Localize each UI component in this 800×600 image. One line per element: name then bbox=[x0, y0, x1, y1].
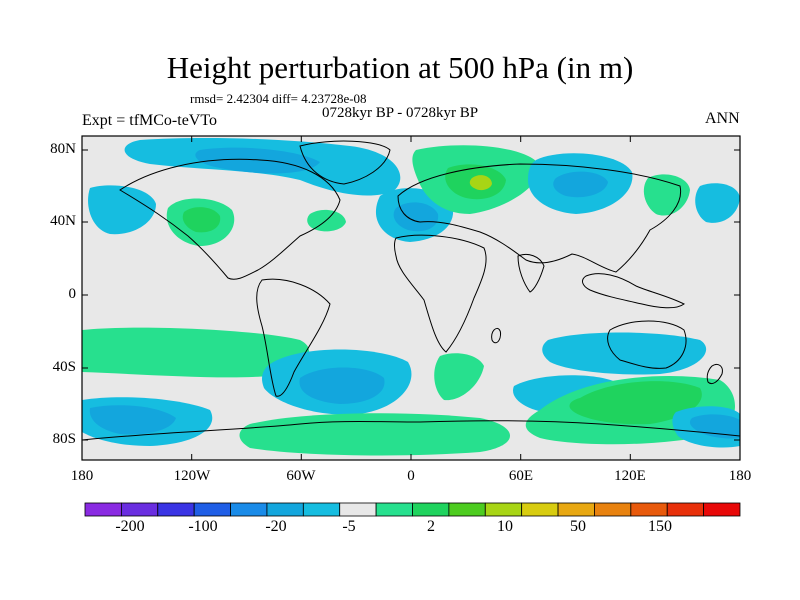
coastlines bbox=[82, 140, 740, 441]
y-label-40s: 40S bbox=[52, 359, 76, 375]
coastline-southeast-asia bbox=[582, 273, 685, 309]
colorbar-box-3 bbox=[157, 502, 195, 517]
x-label-60e: 60E bbox=[508, 468, 534, 484]
colorbar-box-7 bbox=[302, 502, 341, 517]
cyan-anomaly-north-pacific-east bbox=[695, 183, 740, 223]
colorbar-box-16 bbox=[630, 502, 668, 517]
cyan-anomaly-australia bbox=[542, 332, 707, 375]
colorbar-label-4: -5 bbox=[342, 518, 356, 535]
period-label: 0728kyr BP - 0728kyr BP bbox=[322, 105, 479, 121]
colorbar-box-17 bbox=[666, 502, 705, 517]
blue-anomaly-north-america bbox=[195, 147, 320, 174]
x-label-120e: 120E bbox=[614, 468, 646, 484]
x-label-120w: 120W bbox=[173, 468, 211, 484]
colorbar-box-18 bbox=[703, 502, 741, 517]
colorbar-box-15 bbox=[594, 502, 632, 517]
colorbar-box-9 bbox=[375, 502, 413, 517]
y-label-0: 0 bbox=[68, 286, 77, 302]
coastline-new-zealand bbox=[706, 363, 723, 385]
colorbar-box-4 bbox=[193, 502, 231, 517]
x-label-180w: 180 bbox=[70, 468, 94, 484]
coastline-africa bbox=[394, 234, 487, 353]
map-panel bbox=[82, 136, 740, 460]
colorbar-label-8: 150 bbox=[648, 518, 672, 535]
coastline-north-america bbox=[119, 158, 341, 280]
x-label-0: 0 bbox=[407, 468, 415, 484]
colorbar-label-5: 2 bbox=[427, 518, 435, 535]
cyan-anomaly-north-pacific-west bbox=[88, 185, 156, 235]
season-label: ANN bbox=[705, 110, 740, 127]
y-label-40n: 40N bbox=[50, 213, 76, 229]
colorbar-box-1 bbox=[84, 502, 122, 517]
coastline-eurasia bbox=[397, 163, 682, 273]
coastline-antarctica bbox=[82, 420, 740, 441]
green-mid-anomaly-western-us bbox=[182, 207, 221, 233]
x-label-180e: 180 bbox=[728, 468, 752, 484]
colorbar-label-6: 10 bbox=[497, 518, 513, 535]
yellow-green-anomaly-siberia bbox=[469, 175, 492, 191]
coastline-south-america bbox=[256, 278, 331, 397]
green-anomaly-south-africa bbox=[434, 353, 484, 401]
coastline-australia bbox=[607, 320, 687, 369]
stats-label: rmsd= 2.42304 diff= 4.23728e-08 bbox=[190, 91, 367, 106]
y-label-80n: 80N bbox=[50, 141, 76, 157]
y-ticks bbox=[82, 149, 740, 441]
colorbar-box-8 bbox=[339, 502, 377, 517]
green-anomaly-south-pacific bbox=[82, 327, 310, 378]
south-anomalies bbox=[82, 327, 740, 456]
experiment-label: Expt = tfMCo-teVTo bbox=[82, 112, 217, 129]
colorbar bbox=[84, 502, 741, 517]
x-label-60w: 60W bbox=[286, 468, 316, 484]
colorbar-box-13 bbox=[521, 502, 559, 517]
coastline-greenland bbox=[299, 140, 391, 185]
colorbar-box-12 bbox=[484, 502, 523, 517]
green-mid-anomaly-southern-ocean-east bbox=[569, 381, 702, 425]
green-anomaly-antarctic-atlantic bbox=[239, 413, 510, 456]
colorbar-box-10 bbox=[412, 502, 450, 517]
x-ticks bbox=[81, 136, 741, 460]
coastline-madagascar bbox=[491, 327, 501, 344]
green-anomaly-north-pacific bbox=[643, 174, 690, 216]
colorbar-box-2 bbox=[120, 502, 159, 517]
plot-title: Height perturbation at 500 hPa (in m) bbox=[166, 50, 634, 85]
colorbar-box-5 bbox=[230, 502, 268, 517]
coastline-india bbox=[517, 253, 545, 293]
y-label-80s: 80S bbox=[52, 431, 76, 447]
colorbar-label-1: -200 bbox=[115, 518, 145, 535]
colorbar-label-3: -20 bbox=[265, 518, 287, 535]
colorbar-box-6 bbox=[266, 502, 304, 517]
colorbar-label-7: 50 bbox=[570, 518, 586, 535]
blue-anomaly-south-pacific-west bbox=[89, 405, 176, 435]
blue-anomaly-south-atlantic bbox=[299, 367, 385, 404]
colorbar-label-2: -100 bbox=[188, 518, 218, 535]
blue-anomaly-east-asia bbox=[553, 171, 608, 198]
colorbar-box-11 bbox=[448, 502, 486, 517]
blue-anomaly-europe bbox=[393, 202, 439, 232]
colorbar-box-14 bbox=[557, 502, 595, 517]
